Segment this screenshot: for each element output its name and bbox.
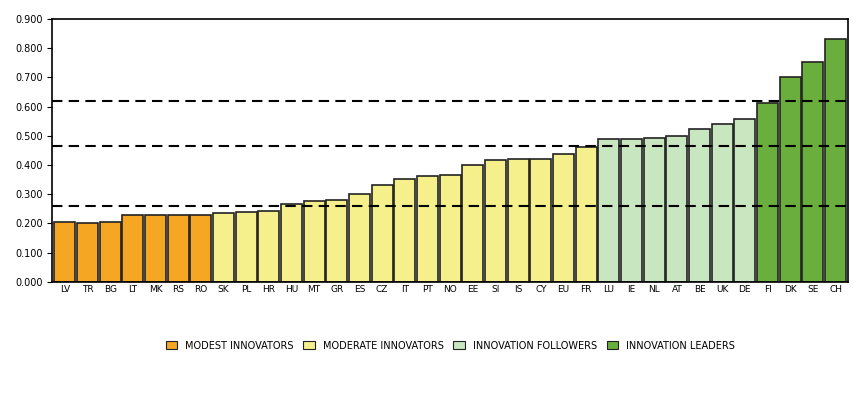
Bar: [803, 62, 823, 282]
Bar: [372, 185, 393, 282]
Bar: [145, 215, 166, 282]
Bar: [507, 158, 529, 282]
Bar: [100, 222, 121, 282]
Bar: [463, 165, 483, 282]
Legend: MODEST INNOVATORS, MODERATE INNOVATORS, INNOVATION FOLLOWERS, INNOVATION LEADERS: MODEST INNOVATORS, MODERATE INNOVATORS, …: [166, 341, 734, 351]
Bar: [780, 77, 801, 282]
Bar: [644, 138, 665, 282]
Bar: [304, 201, 324, 282]
Bar: [689, 129, 710, 282]
Bar: [621, 139, 642, 282]
Bar: [553, 154, 574, 282]
Bar: [167, 215, 189, 282]
Bar: [281, 204, 302, 282]
Bar: [485, 160, 506, 282]
Bar: [213, 213, 234, 282]
Bar: [825, 39, 846, 282]
Bar: [757, 102, 778, 282]
Bar: [531, 158, 551, 282]
Bar: [394, 179, 415, 282]
Bar: [123, 215, 143, 282]
Bar: [734, 119, 755, 282]
Bar: [417, 176, 438, 282]
Bar: [236, 212, 256, 282]
Bar: [191, 215, 211, 282]
Bar: [598, 139, 620, 282]
Bar: [326, 200, 347, 282]
Bar: [576, 147, 596, 282]
Bar: [666, 136, 687, 282]
Bar: [712, 124, 733, 282]
Bar: [54, 222, 75, 282]
Bar: [349, 193, 370, 282]
Bar: [77, 223, 98, 282]
Bar: [258, 211, 280, 282]
Bar: [440, 175, 461, 282]
